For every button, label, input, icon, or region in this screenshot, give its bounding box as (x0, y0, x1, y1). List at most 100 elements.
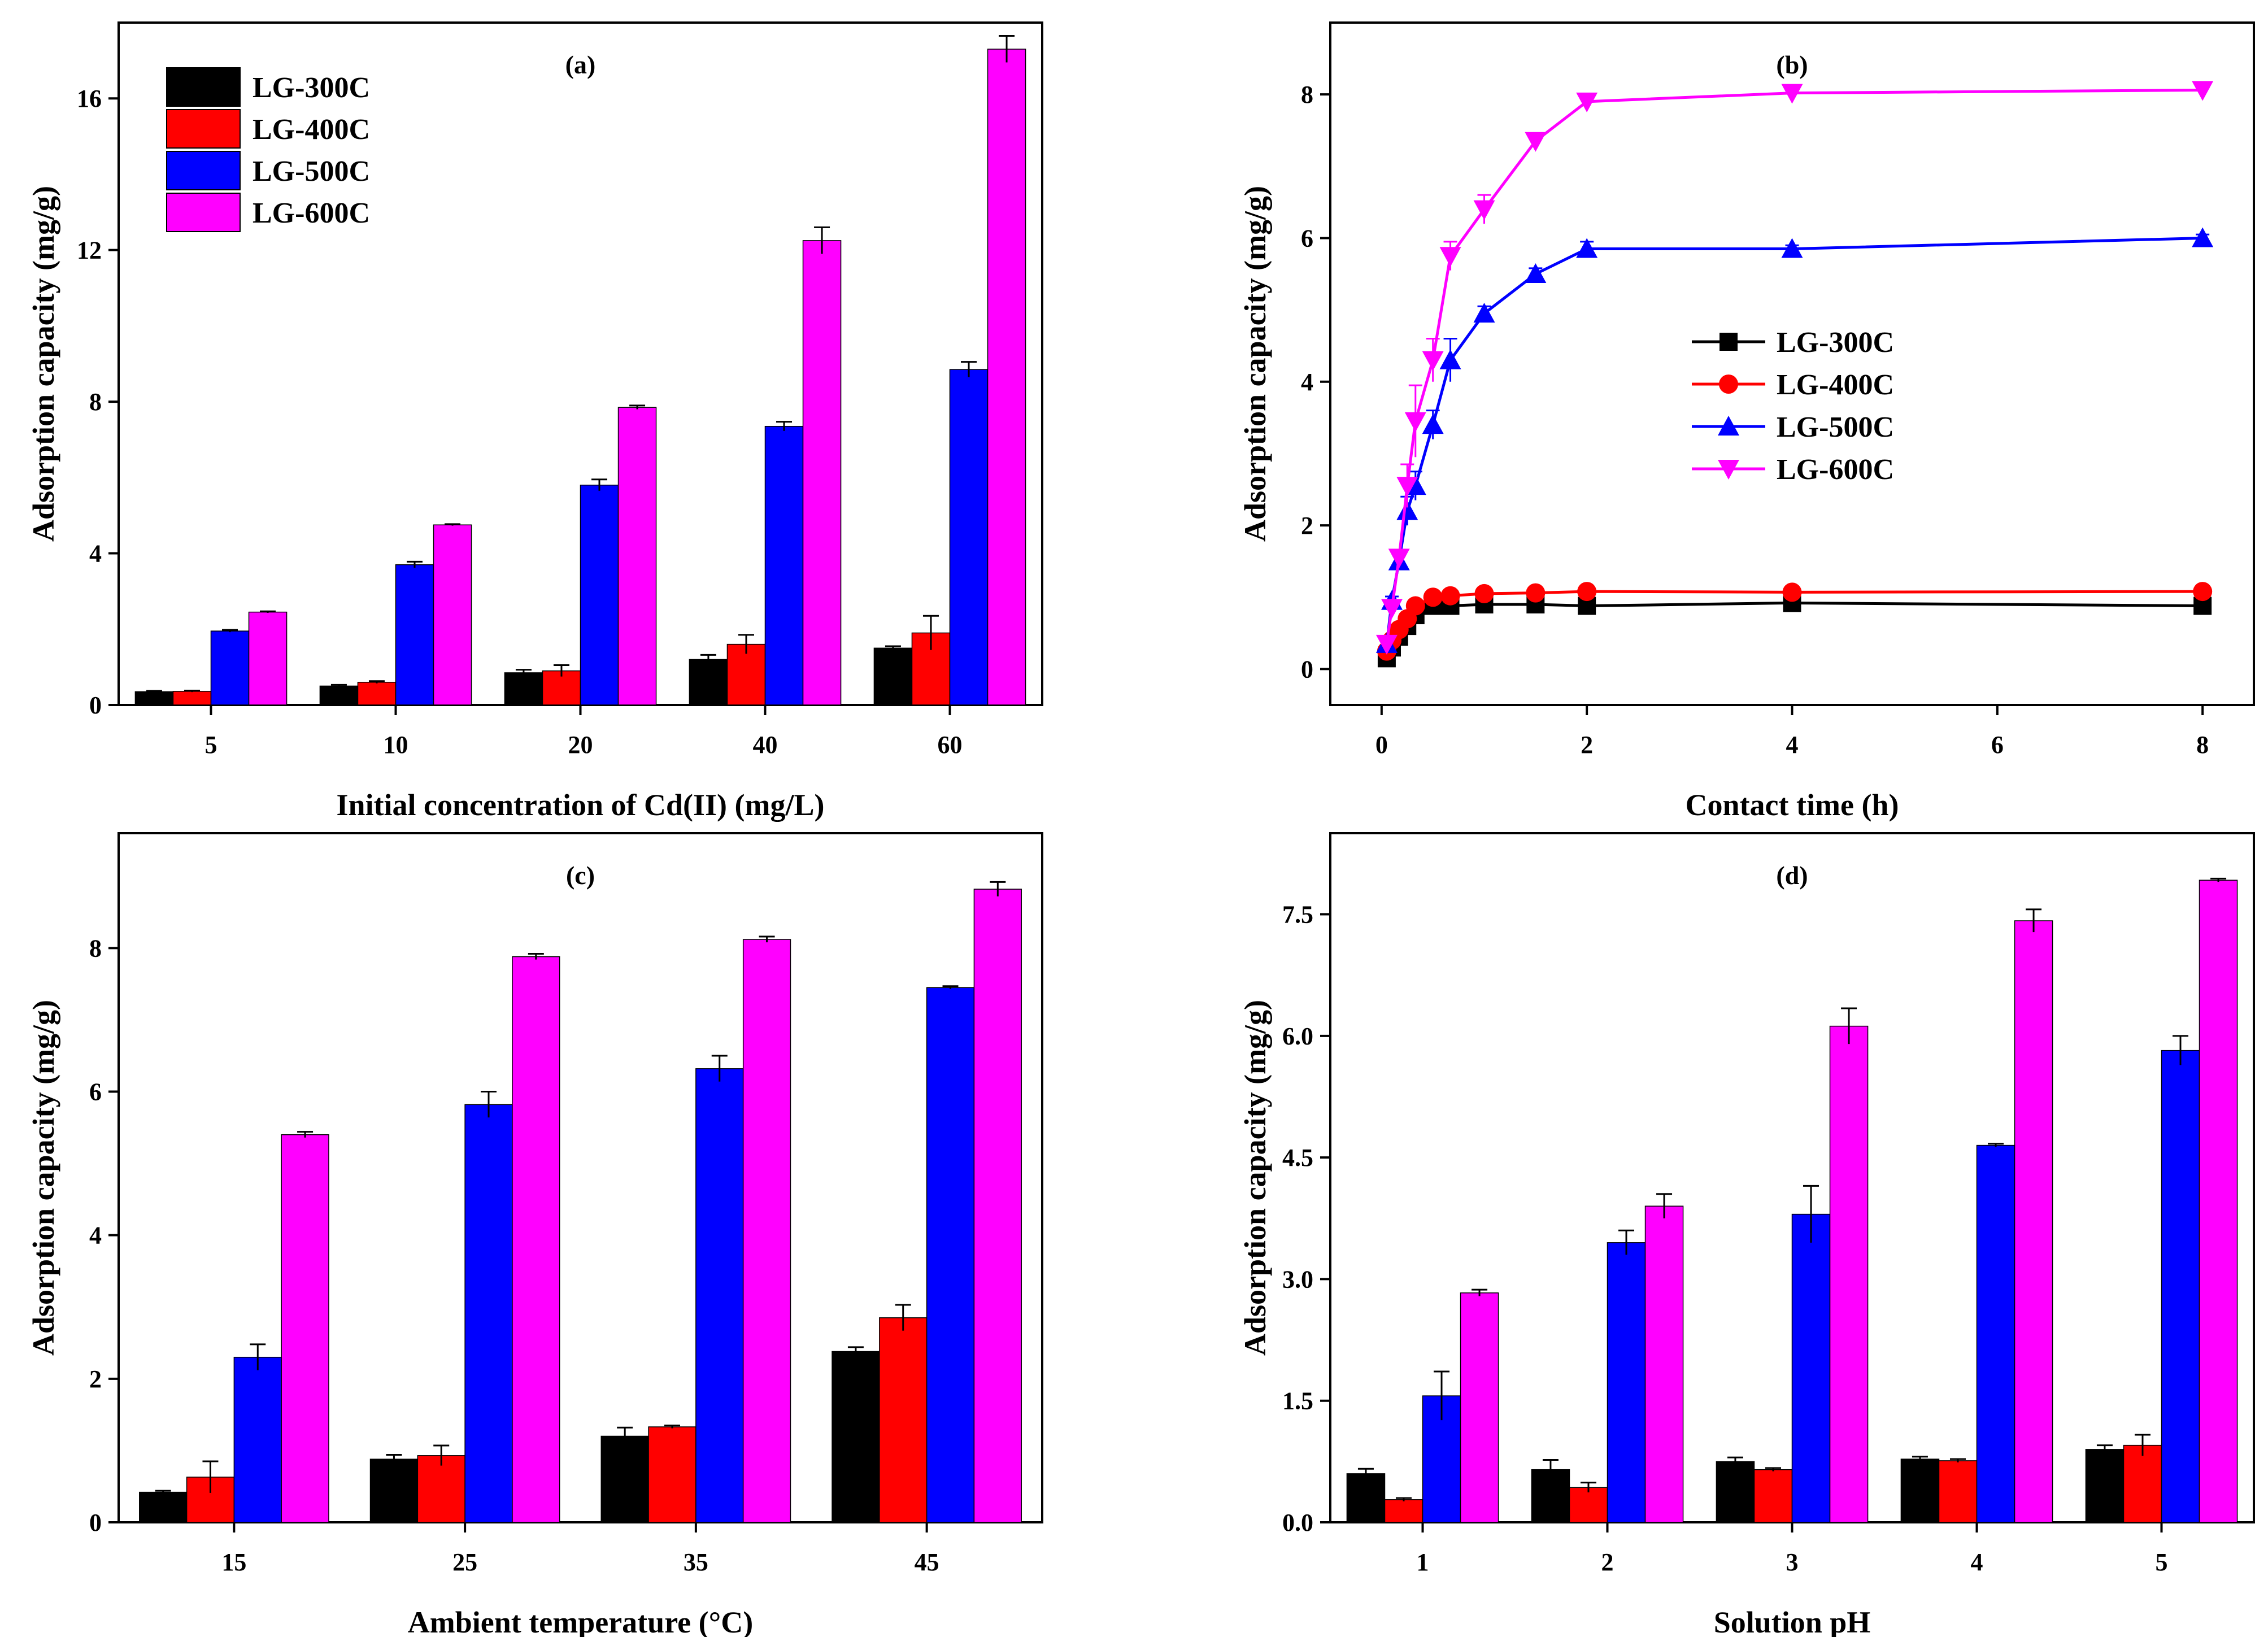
bar-lg-300c (1900, 1459, 1940, 1523)
x-tick-label: 5 (205, 731, 217, 759)
y-tick-label: 2 (1301, 512, 1313, 539)
x-tick-label: 5 (2156, 1548, 2168, 1576)
legend-label: LG-300C (1777, 326, 1894, 359)
y-tick-label: 2 (89, 1365, 102, 1393)
y-axis-title: Adsorption capacity (mg/g) (1238, 186, 1272, 542)
y-tick-label: 0.0 (1282, 1509, 1313, 1536)
x-tick-label: 6 (1991, 731, 2004, 759)
point-lg-600c (1396, 477, 1418, 497)
y-axis-title: Adsorption capacity (mg/g) (27, 186, 60, 542)
y-axis-title: Adsorption capacity (mg/g) (27, 1000, 60, 1356)
bar-lg-400c (1384, 1499, 1424, 1523)
x-tick-label: 60 (938, 731, 963, 759)
y-tick-label: 6 (1301, 224, 1313, 252)
y-tick-label: 12 (77, 237, 102, 264)
y-tick-label: 0 (89, 691, 102, 719)
panel-label: (b) (1776, 50, 1808, 79)
bar-lg-300c (2085, 1449, 2125, 1523)
bar-lg-600c (973, 889, 1022, 1523)
panel-a: 0 4 8 12 16 (a) Initial concentration of Cd(II… (27, 21, 1043, 822)
point-lg-500c (1576, 238, 1598, 258)
y-tick-label: 6.0 (1282, 1022, 1313, 1050)
bar-lg-600c (1644, 1205, 1684, 1523)
bar-lg-600c (987, 49, 1026, 706)
point-lg-400c (2193, 582, 2213, 602)
legend-label: LG-600C (253, 197, 370, 229)
x-tick-label: 25 (452, 1548, 477, 1576)
x-tick-label: 3 (1786, 1548, 1799, 1576)
y-tick-label: 7.5 (1282, 901, 1313, 929)
x-tick-label: 35 (684, 1548, 708, 1576)
x-tick-label: 10 (384, 731, 408, 759)
x-tick-label: 20 (568, 731, 593, 759)
point-lg-600c (1422, 351, 1444, 371)
x-tick-label: 4 (1971, 1548, 1983, 1576)
bar-lg-500c (2161, 1050, 2200, 1523)
panel-b: 0 2 4 6 8 (b) Contact time (h) Adsorption capac… (1238, 21, 2255, 822)
x-tick-label: 4 (1786, 731, 1799, 759)
point-lg-500c (2192, 227, 2214, 247)
bar-lg-300c (139, 1491, 188, 1523)
point-lg-600c (1781, 84, 1803, 104)
point-lg-400c (1440, 586, 1460, 606)
x-tick-label: 2 (1581, 731, 1593, 759)
y-tick-label: 1.5 (1282, 1387, 1313, 1415)
bar-lg-500c (695, 1068, 744, 1523)
legend-swatch-lg-500c (166, 151, 241, 190)
y-tick-label: 8 (89, 388, 102, 416)
bar-lg-400c (1569, 1487, 1608, 1523)
point-lg-600c (2192, 81, 2214, 101)
bar-lg-500c (1976, 1144, 2015, 1523)
legend-label: LG-400C (253, 114, 370, 146)
x-tick-label: 2 (1601, 1548, 1614, 1576)
bar-lg-500c (949, 369, 989, 706)
bar-lg-300c (369, 1459, 419, 1523)
y-tick-label: 4 (89, 540, 102, 568)
point-lg-500c (1396, 500, 1418, 520)
point-lg-400c (1423, 587, 1443, 607)
point-lg-600c (1388, 548, 1410, 569)
panel-label: (d) (1776, 861, 1808, 890)
point-lg-500c (1473, 302, 1495, 323)
bar-lg-300c (504, 672, 543, 706)
x-tick-label: 8 (2196, 731, 2209, 759)
panel-label: (c) (566, 861, 595, 890)
bar-lg-400c (357, 681, 397, 706)
x-axis-title: Initial concentration of Cd(II) (mg/L) (337, 788, 825, 822)
bar-lg-300c (319, 685, 359, 706)
bar-lg-300c (1716, 1461, 1755, 1523)
bar-lg-600c (248, 611, 288, 706)
point-lg-400c (1782, 582, 1802, 602)
x-tick-label: 0 (1375, 731, 1388, 759)
bar-lg-500c (210, 630, 250, 706)
bar-lg-300c (1346, 1473, 1386, 1523)
point-lg-400c (1526, 583, 1546, 603)
bar-lg-400c (172, 691, 212, 706)
bar-lg-500c (464, 1104, 513, 1523)
point-lg-600c (1375, 634, 1398, 655)
bar-lg-400c (2123, 1444, 2162, 1523)
legend-marker-lg-300c (1719, 333, 1738, 351)
bar-lg-500c (1607, 1242, 1646, 1523)
bar-lg-300c (134, 691, 174, 706)
panel-c: 0 2 4 6 8 (c) Ambient temperature (°C) Adsorpti… (27, 832, 1043, 1637)
bar-lg-500c (580, 485, 619, 706)
y-tick-label: 16 (77, 85, 102, 112)
y-tick-label: 4 (1301, 368, 1313, 396)
y-axis-title: Adsorption capacity (mg/g) (1238, 1000, 1272, 1356)
bar-lg-600c (1829, 1025, 1869, 1523)
x-axis-title: Contact time (h) (1686, 788, 1899, 822)
point-lg-600c (1525, 132, 1547, 152)
x-tick-label: 40 (753, 731, 778, 759)
bar-lg-600c (1460, 1292, 1499, 1523)
point-lg-600c (1404, 412, 1426, 432)
legend-swatch-lg-300c (166, 67, 241, 107)
bar-lg-500c (395, 564, 434, 706)
bar-lg-600c (802, 240, 842, 706)
bar-lg-600c (2199, 880, 2238, 1523)
y-tick-label: 0 (89, 1509, 102, 1536)
legend-marker-lg-400c (1719, 375, 1738, 394)
bar-lg-600c (742, 939, 791, 1523)
